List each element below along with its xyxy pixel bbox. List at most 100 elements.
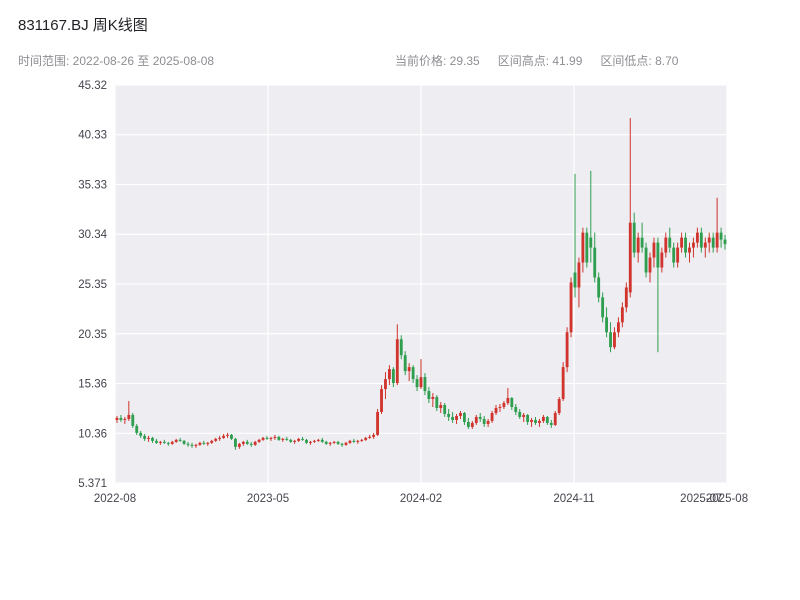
candle-body bbox=[155, 440, 158, 443]
candle-body bbox=[214, 438, 218, 441]
candle-body bbox=[127, 414, 131, 419]
candle-body bbox=[368, 436, 372, 438]
time-range-label: 时间范围: 2022-08-26 至 2025-08-08 bbox=[18, 54, 215, 68]
candle-body bbox=[281, 438, 285, 440]
candle-body bbox=[226, 434, 229, 436]
candle-body bbox=[534, 419, 537, 423]
candle-body bbox=[601, 297, 605, 318]
candle-body bbox=[549, 422, 553, 425]
candle-body bbox=[147, 437, 150, 439]
candle-body bbox=[474, 416, 478, 423]
candle-body bbox=[589, 237, 593, 248]
candle-body bbox=[624, 287, 628, 308]
candle-body bbox=[466, 421, 470, 427]
candle-body bbox=[380, 389, 383, 412]
candle-body bbox=[581, 232, 585, 263]
x-tick-label: 2022-08 bbox=[94, 493, 136, 505]
candle-body bbox=[553, 412, 557, 425]
candle-body bbox=[695, 232, 699, 243]
price-stats: 当前价格: 29.35 区间高点: 41.99 区间低点: 8.70 bbox=[395, 52, 678, 69]
y-tick-label: 40.33 bbox=[78, 130, 107, 142]
candle-body bbox=[652, 242, 656, 258]
candle-body bbox=[447, 413, 451, 417]
candle-body bbox=[174, 439, 178, 442]
candle-body bbox=[218, 437, 222, 439]
candle-body bbox=[356, 440, 360, 442]
candle-body bbox=[597, 277, 601, 298]
candle-body bbox=[593, 247, 597, 278]
candle-body bbox=[577, 262, 581, 288]
candle-body bbox=[672, 247, 676, 263]
candle-body bbox=[494, 407, 498, 413]
candle-body bbox=[332, 441, 336, 443]
y-tick-label: 15.36 bbox=[78, 378, 107, 390]
candle-body bbox=[620, 307, 624, 323]
candle-body bbox=[664, 237, 668, 253]
candle-body bbox=[202, 442, 206, 444]
candle-body bbox=[439, 405, 443, 408]
candle-body bbox=[451, 416, 455, 420]
candle-body bbox=[305, 439, 308, 443]
candle-body bbox=[470, 422, 474, 427]
candle-body bbox=[364, 437, 368, 440]
candle-body bbox=[632, 222, 636, 253]
candle-body bbox=[336, 441, 340, 444]
candle-body bbox=[569, 282, 573, 333]
candle-body bbox=[427, 391, 431, 400]
candle-body bbox=[518, 411, 522, 417]
candle-body bbox=[210, 440, 214, 443]
candle-body bbox=[222, 435, 226, 438]
page-title: 831167.BJ 周K线图 bbox=[18, 17, 148, 34]
candle-body bbox=[703, 242, 707, 248]
candle-body bbox=[498, 406, 502, 408]
candle-body bbox=[241, 441, 245, 444]
candle-body bbox=[455, 415, 458, 420]
candle-body bbox=[340, 443, 344, 445]
candle-body bbox=[135, 425, 139, 433]
candle-body bbox=[312, 440, 316, 442]
candle-body bbox=[293, 440, 297, 442]
candle-body bbox=[324, 441, 328, 444]
candle-body bbox=[636, 237, 640, 253]
candle-body bbox=[273, 436, 277, 438]
candle-body bbox=[680, 237, 684, 248]
chart-area: 45.32 40.33 35.33 30.34 25.35 20.35 15.36 10.36… bbox=[15, 80, 785, 525]
candle-body bbox=[502, 403, 506, 407]
candle-body bbox=[253, 441, 257, 445]
candle-body bbox=[237, 443, 241, 447]
candle-body bbox=[561, 367, 565, 400]
candle-body bbox=[676, 247, 680, 263]
candle-body bbox=[123, 418, 127, 420]
candle-body bbox=[230, 434, 233, 439]
kline-chart: 45.32 40.33 35.33 30.34 25.35 20.35 15.36 10.36… bbox=[78, 80, 748, 505]
y-tick-label: 45.32 bbox=[78, 80, 107, 92]
candle-body bbox=[459, 412, 462, 416]
candle-body bbox=[348, 440, 352, 443]
candle-body bbox=[644, 247, 648, 273]
candle-body bbox=[387, 369, 391, 380]
candle-body bbox=[245, 441, 249, 444]
candle-body bbox=[265, 437, 269, 439]
candle-body bbox=[257, 439, 261, 442]
range-high-label: 区间高点: 41.99 bbox=[497, 54, 583, 68]
candle-body bbox=[115, 417, 119, 420]
candle-body bbox=[648, 257, 652, 273]
candle-body bbox=[668, 237, 672, 248]
candle-body bbox=[403, 355, 407, 372]
candle-body bbox=[463, 412, 466, 422]
candle-body bbox=[557, 399, 561, 413]
candle-body bbox=[301, 438, 304, 440]
candle-body bbox=[715, 232, 719, 248]
candle-body bbox=[486, 420, 490, 424]
candle-body bbox=[249, 443, 253, 445]
candle-body bbox=[170, 441, 174, 444]
candle-body bbox=[119, 417, 123, 420]
candle-body bbox=[261, 437, 265, 440]
x-tick-label: 2025-08 bbox=[706, 493, 748, 505]
candle-body bbox=[344, 442, 348, 445]
candle-body bbox=[656, 242, 660, 268]
candle-body bbox=[415, 379, 419, 388]
candle-body bbox=[435, 397, 439, 408]
candle-body bbox=[384, 379, 387, 390]
candle-body bbox=[723, 239, 727, 245]
